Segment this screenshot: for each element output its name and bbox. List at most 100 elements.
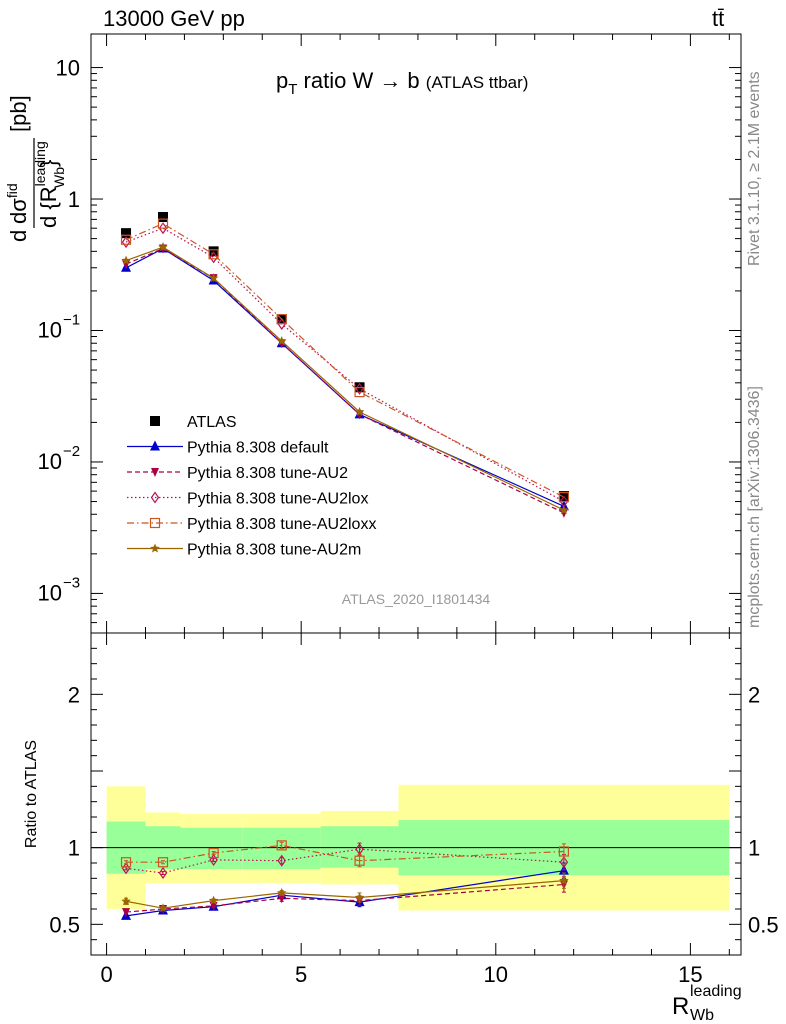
plot-frames <box>90 33 742 956</box>
series-0 <box>121 211 569 502</box>
x-axis-label: Rleading Wb <box>672 983 742 1024</box>
axis-ticks <box>91 34 741 955</box>
data-point-ratio <box>354 855 365 866</box>
y-label-prefix: d <box>6 230 31 242</box>
data-point-ratio <box>208 895 219 905</box>
data-point-ratio <box>354 892 365 902</box>
data-point-main <box>276 336 287 346</box>
data-point-ratio <box>209 853 218 866</box>
data-point-ratio <box>157 857 169 868</box>
series-4 <box>120 218 570 868</box>
series-line-ratio <box>125 883 564 913</box>
ratio-axis-label: Ratio to ATLAS <box>23 740 40 848</box>
y-label-num-sup: fid <box>4 183 20 198</box>
data-point-ratio <box>120 857 132 868</box>
header-final-state-label: tt̄ <box>712 6 725 31</box>
data-point-ratio <box>121 896 131 906</box>
data-point-main <box>157 218 169 229</box>
y-tick-label-exponent: −2 <box>63 443 80 460</box>
data-point-main <box>208 249 219 260</box>
legend-label: Pythia 8.308 tune-AU2loxx <box>187 516 376 533</box>
data-point-main <box>208 273 219 283</box>
legend-marker <box>150 491 160 504</box>
data-point-main <box>121 255 131 265</box>
data-point-main <box>209 251 218 264</box>
y-tick-label-ratio-right: 2 <box>748 682 760 707</box>
y-tick-label-ratio: 0.5 <box>49 912 80 937</box>
y-tick-label-ratio-right: 1 <box>748 836 760 861</box>
legend-entry: Pythia 8.308 tune-AU2m <box>127 542 361 559</box>
y-label-den-main: d {R <box>36 186 61 228</box>
y-tick-label-main: 10 <box>56 56 80 81</box>
data-point-ratio <box>276 887 287 897</box>
y-tick-label-main: 10 <box>38 580 62 605</box>
x-tick-label: 0 <box>100 962 112 987</box>
data-point-main <box>354 406 365 417</box>
y-label-unit: [pb] <box>6 95 31 132</box>
legend-entry: Pythia 8.308 default <box>127 440 329 457</box>
data-point-main <box>558 492 570 503</box>
legend-label: Pythia 8.308 default <box>187 440 329 457</box>
data-point-ratio <box>559 856 569 869</box>
y-tick-label-exponent: −1 <box>63 311 80 328</box>
y-tick-label-ratio: 2 <box>68 682 80 707</box>
series-line-main <box>125 247 565 514</box>
data-point-main <box>158 211 169 222</box>
data-point-main <box>158 222 168 235</box>
legend: ATLAS Pythia 8.308 default Pythia 8.308 tu… <box>127 414 376 559</box>
x-tick-label: 10 <box>484 962 508 987</box>
header-process-label: 13000 GeV pp <box>103 6 245 31</box>
data-point-main <box>354 386 365 398</box>
legend-entry: ATLAS <box>150 414 237 431</box>
legend-marker <box>150 440 160 451</box>
series-line-ratio <box>125 880 564 909</box>
y-tick-label-exponent: −3 <box>63 574 80 591</box>
y-label-denominator: d {Rleading Wb} <box>32 141 67 228</box>
y-tick-label-main: 10 <box>38 449 62 474</box>
series-line-ratio <box>125 870 564 917</box>
data-point-main <box>121 236 131 249</box>
ratio-panel-frame <box>90 632 742 956</box>
x-tick-label: 15 <box>678 962 702 987</box>
legend-entry: Pythia 8.308 tune-AU2lox <box>127 491 368 508</box>
y-tick-label-main: 10 <box>38 317 62 342</box>
data-point-main <box>121 228 132 239</box>
data-point-ratio <box>122 908 131 918</box>
analysis-id-label: ATLAS_2020_I1801434 <box>342 591 491 607</box>
series-5 <box>121 242 569 913</box>
series-line-main <box>125 227 565 503</box>
data-point-ratio <box>276 840 287 851</box>
legend-entry: Pythia 8.308 tune-AU2loxx <box>127 516 376 533</box>
chart-title-small: (ATLAS ttbar) <box>426 73 529 92</box>
data-point-main <box>158 242 168 252</box>
legend-label: ATLAS <box>187 414 237 431</box>
legend-label: Pythia 8.308 tune-AU2m <box>187 542 361 559</box>
y-label-den-end: } <box>36 160 61 167</box>
data-point-ratio <box>158 866 168 880</box>
chart-title-sub: T <box>288 81 297 98</box>
legend-label: Pythia 8.308 tune-AU2 <box>187 465 348 482</box>
legend-marker <box>151 468 159 477</box>
data-point-ratio <box>209 901 218 911</box>
x-tick-label: 5 <box>295 962 307 987</box>
y-tick-label-ratio-right: 0.5 <box>748 912 779 937</box>
y-tick-label-main: 1 <box>68 187 80 212</box>
legend-marker <box>150 416 160 426</box>
y-tick-label-ratio: 1 <box>68 836 80 861</box>
data-point-ratio <box>277 894 286 904</box>
data-point-ratio <box>558 846 570 857</box>
legend-marker <box>149 517 161 529</box>
y-label-num-main: dσ <box>6 198 31 224</box>
data-series <box>120 211 570 920</box>
y-label-numerator: dσfid <box>4 183 31 224</box>
data-point-ratio <box>277 854 286 867</box>
data-point-main <box>559 505 569 515</box>
chart-title: pT ratio W → b (ATLAS ttbar) <box>276 68 528 98</box>
chart-title-main: p <box>276 68 288 93</box>
data-point-ratio <box>208 847 219 859</box>
x-axis-label-sup: leading <box>690 983 742 1000</box>
data-point-main <box>120 234 132 245</box>
legend-entry: Pythia 8.308 tune-AU2 <box>127 465 348 482</box>
